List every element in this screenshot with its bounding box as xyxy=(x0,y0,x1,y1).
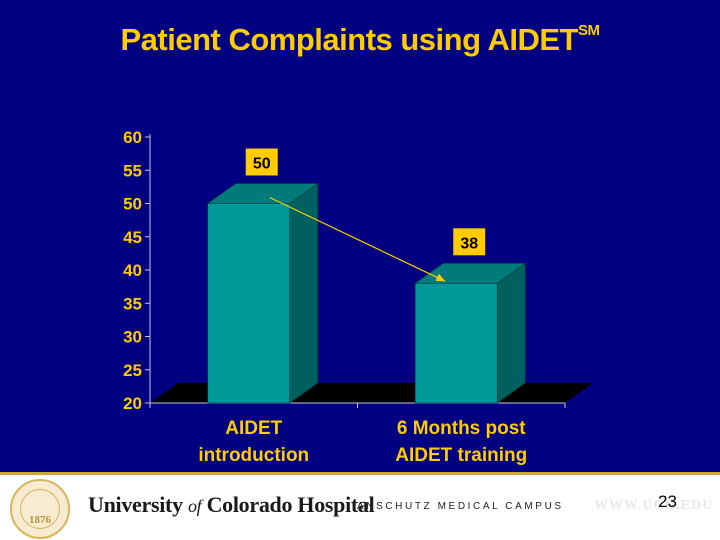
bar-top xyxy=(414,262,527,284)
y-tick-label: 60 xyxy=(123,128,142,147)
data-label-box xyxy=(245,148,278,176)
footer-rule xyxy=(0,472,720,475)
hospital-logo: University of Colorado Hospital xyxy=(88,492,375,518)
bar-side xyxy=(496,262,526,404)
trend-arrow-head xyxy=(435,273,446,282)
y-tick-label: 50 xyxy=(123,195,142,214)
logo-hospital: Colorado Hospital xyxy=(206,492,375,517)
bar-top xyxy=(206,183,319,204)
y-tick-label: 45 xyxy=(123,228,142,247)
y-tick-label: 35 xyxy=(123,294,142,313)
title-superscript: SM xyxy=(578,21,600,39)
page-number: 23 xyxy=(658,492,677,511)
data-label-box xyxy=(453,228,486,256)
seal-inner-ring xyxy=(20,489,60,529)
bar xyxy=(414,282,498,404)
trend-arrow-line xyxy=(269,196,446,282)
logo-of: of xyxy=(187,496,202,516)
footer: 1876 University of Colorado Hospital ANS… xyxy=(0,472,720,540)
title-text: Patient Complaints using AIDET xyxy=(120,22,579,57)
category-label: 6 Months post xyxy=(397,418,526,439)
category-label: AIDET xyxy=(225,418,282,439)
university-seal-icon: 1876 xyxy=(10,479,70,539)
logo-university: University xyxy=(88,492,183,517)
bar xyxy=(207,203,291,404)
y-tick-label: 40 xyxy=(123,261,142,280)
bar-chart: 20 25 30 35 40 45 50 55 60 50 AIDET introduction 38 6… xyxy=(123,128,593,466)
category-label: introduction xyxy=(198,445,309,466)
y-tick-label: 30 xyxy=(123,328,142,347)
y-tick-label: 25 xyxy=(123,361,142,380)
data-label: 50 xyxy=(253,156,271,173)
y-tick-label: 55 xyxy=(123,161,142,180)
website-watermark: WWW.UCH.EDU xyxy=(594,498,714,513)
bar-side xyxy=(289,182,319,404)
campus-name: ANSCHUTZ MEDICAL CAMPUS xyxy=(357,501,564,512)
y-tick-label: 20 xyxy=(123,394,142,413)
category-label: AIDET training xyxy=(395,445,527,466)
data-label: 38 xyxy=(460,235,478,252)
seal-number: 1876 xyxy=(29,514,51,526)
slide-title: Patient Complaints using AIDETSM xyxy=(0,22,720,58)
